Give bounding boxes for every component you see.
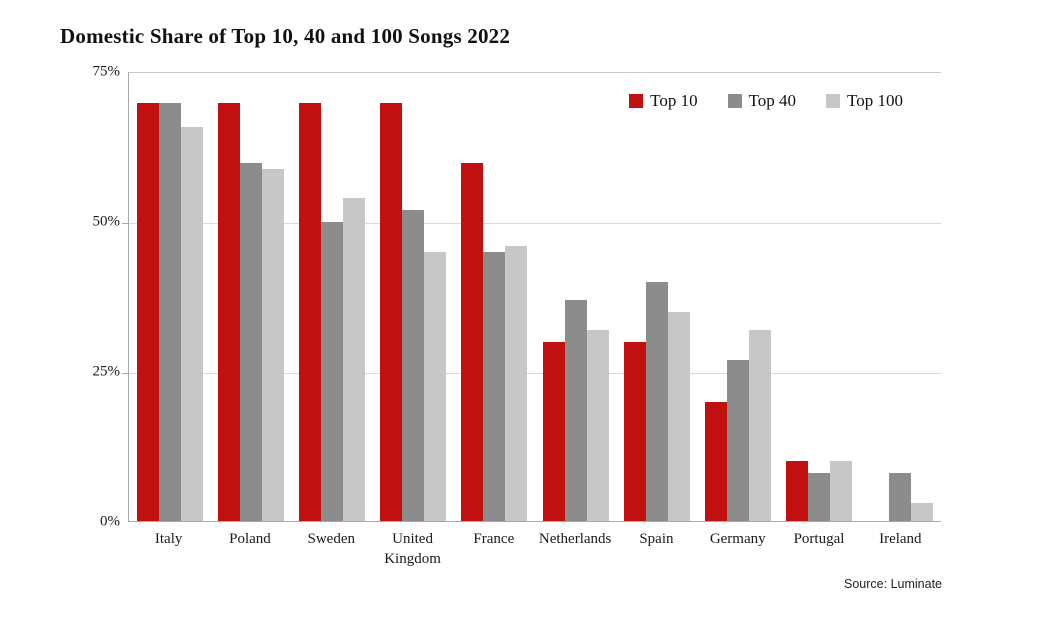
gridline-50 (129, 223, 941, 224)
y-tick-label-50: 50% (92, 213, 121, 230)
x-label-italy: Italy (154, 531, 183, 547)
legend-item-top-100: Top 100 (826, 91, 903, 111)
bar-top-40-france (483, 252, 506, 521)
bar-group-united-kingdom (373, 73, 454, 521)
legend-swatch-top-40 (727, 94, 742, 108)
bar-top-10-germany (705, 401, 728, 521)
bar-top-40-united-kingdom (402, 210, 425, 521)
bar-top-40-poland (239, 162, 262, 521)
legend-label-top-10: Top 10 (650, 91, 698, 110)
chart-title: Domestic Share of Top 10, 40 and 100 Son… (60, 24, 511, 48)
y-tick-mark-50 (122, 223, 129, 224)
legend-item-top-10: Top 10 (629, 91, 698, 111)
bar-top-10-italy (136, 102, 159, 521)
bar-top-10-poland (217, 102, 240, 521)
x-label-united-kingdom: United Kingdom (384, 531, 441, 567)
bar-top-100-netherlands (586, 329, 609, 521)
bar-top-100-portugal (830, 461, 853, 521)
x-axis-labels: Italy Poland Sweden United Kingdom France Net… (128, 529, 941, 569)
x-label-germany: Germany (709, 531, 766, 547)
bar-top-10-netherlands (542, 341, 565, 521)
bar-top-40-ireland (889, 473, 912, 521)
bar-group-ireland (860, 73, 941, 521)
bar-top-10-spain (623, 341, 646, 521)
bar-top-40-spain (645, 282, 668, 521)
bar-top-10-united-kingdom (380, 102, 403, 521)
x-label-poland: Poland (229, 531, 271, 547)
bar-top-40-netherlands (564, 300, 587, 521)
x-label-portugal: Portugal (793, 531, 845, 547)
bar-group-spain (616, 73, 697, 521)
bar-group-sweden (291, 73, 372, 521)
bar-group-italy (129, 73, 210, 521)
bar-top-40-germany (727, 359, 750, 521)
source-label: Source: Luminate (844, 577, 942, 591)
legend-item-top-40: Top 40 (727, 91, 797, 111)
legend: Top 10 Top 40 Top 100 (629, 91, 903, 111)
bar-top-100-france (505, 246, 528, 521)
x-label-ireland: Ireland (879, 531, 922, 547)
x-label-sweden: Sweden (307, 531, 355, 547)
bar-top-100-united-kingdom (424, 252, 447, 521)
legend-swatch-top-10 (629, 94, 644, 108)
bar-top-10-portugal (786, 461, 809, 521)
legend-label-top-100: Top 100 (847, 91, 903, 110)
bar-top-40-italy (158, 102, 181, 521)
bar-group-france (454, 73, 535, 521)
y-tick-mark-25 (122, 373, 129, 374)
bar-top-100-sweden (343, 198, 365, 521)
bar-group-netherlands (535, 73, 616, 521)
bar-group-germany (697, 73, 778, 521)
legend-label-top-40: Top 40 (748, 91, 797, 110)
bar-top-10-sweden (299, 102, 321, 521)
bar-top-100-poland (261, 168, 284, 521)
x-label-france: France (473, 531, 515, 547)
x-label-spain: Spain (639, 531, 674, 547)
y-tick-label-25: 25% (92, 363, 121, 380)
bar-group-portugal (779, 73, 860, 521)
bar-top-40-sweden (321, 222, 343, 521)
bar-top-40-portugal (808, 473, 831, 521)
bar-top-100-ireland (911, 503, 934, 521)
gridline-25 (129, 373, 941, 374)
bar-top-100-spain (667, 311, 690, 521)
bar-top-10-france (461, 162, 484, 521)
y-tick-label-0: 0% (100, 513, 120, 530)
legend-swatch-top-100 (826, 94, 841, 108)
y-tick-label-75: 75% (92, 63, 121, 80)
bar-top-100-germany (749, 329, 772, 521)
bar-top-100-italy (180, 126, 203, 521)
bar-group-poland (210, 73, 291, 521)
plot-area: Top 10 Top 40 Top 100 (122, 72, 941, 522)
bars-layer (129, 73, 941, 521)
x-label-netherlands: Netherlands (538, 531, 612, 547)
